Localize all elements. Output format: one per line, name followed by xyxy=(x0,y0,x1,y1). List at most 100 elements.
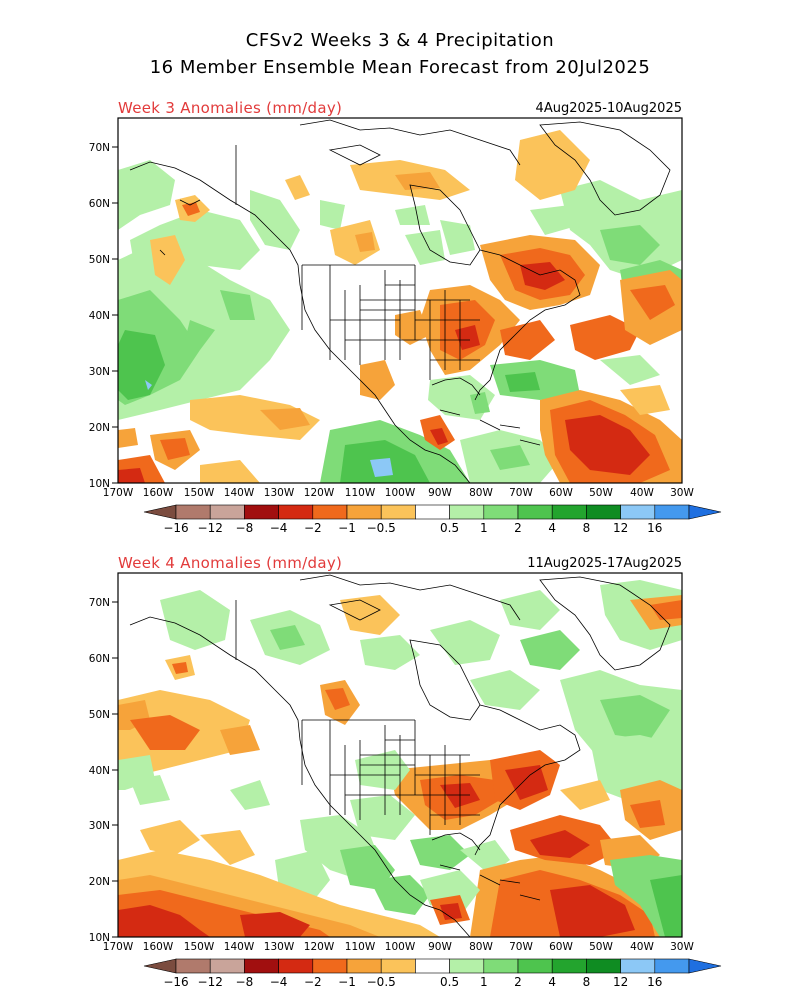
week4-lon-label: 120W xyxy=(304,941,335,953)
week4-colorbar-label: 2 xyxy=(514,975,522,989)
week3-colorbar-label: 2 xyxy=(514,521,522,535)
week3-lat-label: 70N xyxy=(89,142,110,154)
week4-colorbar-label: 8 xyxy=(583,975,591,989)
week4-colorbar-label: −2 xyxy=(304,975,322,989)
week3-colorbar-label: −16 xyxy=(163,521,188,535)
week3-colorbar-label: 1 xyxy=(480,521,488,535)
week4-colorbar-swatch xyxy=(209,958,245,974)
week3-lon-axis: 170W 160W 150W 140W 130W 120W 110W 100W … xyxy=(103,487,695,499)
week3-panel-label: Week 3 Anomalies (mm/day) xyxy=(118,99,343,117)
week4-colorbar-swatch xyxy=(278,958,314,974)
week4-colorbar-label: 1 xyxy=(480,975,488,989)
week3-lon-label: 30W xyxy=(670,487,694,499)
week4-lon-label: 60W xyxy=(549,941,573,953)
week4-colorbar-swatch xyxy=(346,958,382,974)
week4-lon-label: 40W xyxy=(630,941,654,953)
title-line-2: 16 Member Ensemble Mean Forecast from 20… xyxy=(149,57,651,78)
week4-lon-label: 90W xyxy=(428,941,452,953)
week4-lat-label: 20N xyxy=(89,876,110,888)
week4-lon-axis: 170W 160W 150W 140W 130W 120W 110W 100W … xyxy=(103,941,695,953)
week4-lat-label: 40N xyxy=(89,765,110,777)
week3-colorbar-swatch xyxy=(175,504,211,520)
week4-coastlines xyxy=(129,574,671,937)
week4-lon-label: 70W xyxy=(509,941,533,953)
week4-lat-label: 10N xyxy=(89,932,110,944)
week4-colorbar-swatch xyxy=(586,958,621,974)
week4-colorbar-low-triangle xyxy=(143,958,177,974)
week4-colorbar-label: 16 xyxy=(647,975,662,989)
week4-colorbar-swatch xyxy=(654,958,690,974)
week3-colorbar-swatch xyxy=(654,504,690,520)
week4-lon-label: 160W xyxy=(143,941,174,953)
week3-lat-label: 10N xyxy=(89,478,110,490)
week4-colorbar-label: −8 xyxy=(236,975,254,989)
week3-map-frame xyxy=(117,117,683,484)
week4-colorbar-swatch xyxy=(483,958,519,974)
week3-lat-label: 20N xyxy=(89,422,110,434)
week3-colorbar-swatch xyxy=(380,504,416,520)
week4-lat-axis: 70N 60N 50N 40N 30N 20N 10N xyxy=(89,597,118,944)
week3-lon-label: 150W xyxy=(184,487,215,499)
week4-colorbar-label: −0.5 xyxy=(367,975,396,989)
week3-lon-label: 80W xyxy=(469,487,493,499)
week3-colorbar-swatch xyxy=(517,504,553,520)
title-line-1: CFSv2 Weeks 3 & 4 Precipitation xyxy=(245,30,555,51)
week3-map: 70N 60N 50N 40N 30N 20N 10N 170W 160W 15… xyxy=(89,117,695,499)
week4-colorbar-swatch xyxy=(244,958,279,974)
week3-colorbar-label: 8 xyxy=(583,521,591,535)
week3-lat-label: 50N xyxy=(89,254,110,266)
week3-colorbar-swatch xyxy=(346,504,382,520)
week3-colorbar-label: −12 xyxy=(198,521,223,535)
week4-colorbar-high-triangle xyxy=(688,958,722,974)
week3-colorbar-label: −4 xyxy=(270,521,288,535)
week4-colorbar-swatch xyxy=(517,958,553,974)
week3-lon-label: 50W xyxy=(589,487,613,499)
week3-lon-label: 60W xyxy=(549,487,573,499)
week3-lon-label: 40W xyxy=(630,487,654,499)
week3-lat-label: 60N xyxy=(89,198,110,210)
week3-colorbar-swatch xyxy=(586,504,621,520)
week4-lat-label: 60N xyxy=(89,653,110,665)
week3-colorbar-low-triangle xyxy=(143,504,177,520)
week4-lon-label: 100W xyxy=(385,941,416,953)
week3-lon-label: 120W xyxy=(304,487,335,499)
week4-colorbar-swatch xyxy=(620,958,656,974)
week3-lon-label: 170W xyxy=(103,487,134,499)
week3-colorbar-swatch xyxy=(312,504,348,520)
week4-lat-label: 50N xyxy=(89,709,110,721)
week3-colorbar-swatch xyxy=(551,504,587,520)
week3-lat-label: 40N xyxy=(89,310,110,322)
week4-colorbar-label: −4 xyxy=(270,975,288,989)
week3-colorbar-label: 12 xyxy=(613,521,628,535)
week3-lon-label: 160W xyxy=(143,487,174,499)
week4-lon-label: 50W xyxy=(589,941,613,953)
week3-colorbar-swatch xyxy=(620,504,656,520)
week4-anomaly-shading xyxy=(118,580,682,937)
week4-lon-label: 140W xyxy=(224,941,255,953)
week3-colorbar-swatch xyxy=(278,504,314,520)
week3-colorbar-label: 4 xyxy=(548,521,556,535)
week3-lat-label: 30N xyxy=(89,366,110,378)
week4-colorbar-label: 12 xyxy=(613,975,628,989)
week4-colorbar-label: 4 xyxy=(548,975,556,989)
week3-colorbar-label: −2 xyxy=(304,521,322,535)
week4-colorbar-swatch xyxy=(175,958,211,974)
week3-lon-label: 140W xyxy=(224,487,255,499)
week3-lon-label: 70W xyxy=(509,487,533,499)
week4-date-range: 11Aug2025-17Aug2025 xyxy=(527,556,682,571)
week3-lon-label: 130W xyxy=(264,487,295,499)
week3-colorbar: −16 −12 −8 −4 −2 −1 −0.5 0.5 1 2 4 8 12 16 xyxy=(143,504,722,535)
week4-lon-label: 110W xyxy=(345,941,376,953)
week4-colorbar-label: −16 xyxy=(163,975,188,989)
week4-colorbar-label: −1 xyxy=(338,975,356,989)
week4-colorbar-swatch xyxy=(380,958,416,974)
week3-date-range: 4Aug2025-10Aug2025 xyxy=(535,101,682,116)
week3-colorbar-label: −1 xyxy=(338,521,356,535)
week3-colorbar-swatch xyxy=(209,504,245,520)
week4-lat-label: 30N xyxy=(89,820,110,832)
week3-anomaly-shading xyxy=(118,130,682,483)
week3-colorbar-label: 0.5 xyxy=(440,521,459,535)
week3-lon-label: 90W xyxy=(428,487,452,499)
week4-map: 70N 60N 50N 40N 30N 20N 10N 170W 160W 15… xyxy=(89,572,695,953)
